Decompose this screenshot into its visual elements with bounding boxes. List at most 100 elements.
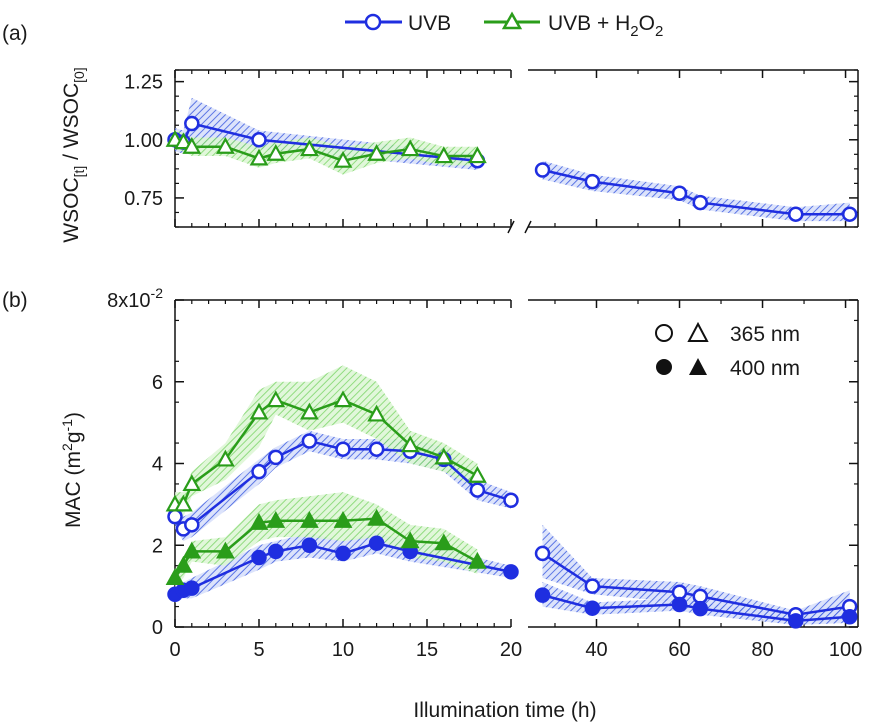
a-ylabel-slash: / WSOC: [60, 83, 83, 166]
b-ylabel-2: 2: [59, 443, 75, 451]
x-tick-label: 80: [751, 639, 773, 661]
b-data-point: [251, 549, 267, 566]
a-y-tick-label: 1.00: [124, 130, 163, 152]
b-data-point: [368, 535, 385, 551]
b-data-point: [165, 568, 185, 586]
a-data-point: [174, 132, 193, 150]
b-y-tick-label: 4: [152, 454, 163, 476]
a-data-point: [251, 132, 267, 148]
a-ylabel-t: [t]: [71, 166, 87, 178]
a-y-tick-label: 0.75: [124, 188, 163, 210]
b-data-point: [368, 441, 385, 457]
b-data-point: [301, 433, 318, 449]
a-data-point: [266, 143, 286, 161]
b-data-point: [300, 402, 319, 420]
x-axis-title: Illumination time (h): [413, 699, 596, 722]
b-data-point: [534, 587, 551, 603]
panel-label-a: (a): [2, 22, 28, 45]
a-data-point: [671, 185, 688, 202]
b-data-point: [468, 551, 487, 569]
b-data-point: [184, 517, 200, 533]
svg-text:MAC (m2g-1): MAC (m2g-1): [59, 412, 85, 528]
a-data-point: [249, 148, 269, 166]
b-data-point: [367, 404, 386, 422]
a-data-point: [300, 139, 319, 157]
b-ylabel-mac: MAC (m: [62, 451, 85, 528]
a-data-point: [534, 162, 551, 178]
b-data-point: [584, 578, 601, 594]
b-data-point: [841, 609, 858, 625]
b-data-point: [301, 537, 318, 553]
a-data-point: [182, 136, 202, 154]
legend-365-label: 365 nm: [730, 323, 800, 346]
b-data-point: [167, 508, 183, 525]
a-data-point: [468, 146, 487, 164]
b-ylabel-close: ): [62, 412, 85, 419]
a-band-1: [175, 130, 478, 175]
b-data-point: [333, 390, 353, 408]
b-data-point: [787, 613, 804, 629]
x-tick-label: 100: [829, 639, 862, 661]
x-tick-label: 15: [416, 639, 438, 661]
wavelength-legend: 365 nm 400 nm: [655, 321, 800, 380]
a-data-point: [692, 194, 709, 211]
b-data-point: [434, 533, 454, 551]
legend-h2o2-prefix: UVB + H: [548, 12, 630, 35]
a-ylabel-0: [0]: [71, 67, 87, 83]
legend-uvb-marker: [364, 13, 382, 31]
a-ylabel-wsoc: WSOC: [60, 177, 83, 242]
b-data-point: [216, 541, 235, 559]
a-data-point: [787, 206, 804, 222]
x-tick-label: 10: [332, 639, 354, 661]
x-tick-label: 20: [500, 639, 522, 661]
panel-label-b: (b): [2, 289, 28, 312]
a-data-point: [434, 146, 454, 164]
b-data-point: [468, 465, 487, 483]
legend-h2o2-o: O: [639, 12, 655, 35]
b-data-point: [400, 435, 420, 453]
b-data-point: [503, 564, 519, 580]
b-series-line-1: [542, 593, 850, 623]
b-y-tick-label: 0: [152, 617, 163, 639]
panel-a-ylabel: WSOC[t] / WSOC[0]: [60, 67, 87, 242]
b-data-point: [534, 545, 551, 562]
a-data-point: [400, 139, 420, 157]
a-data-point: [584, 173, 601, 190]
b-data-point: [335, 545, 351, 562]
svg-text:WSOC[t] / WSOC[0]: WSOC[t] / WSOC[0]: [60, 67, 87, 242]
b-data-point: [182, 474, 202, 492]
b-data-point: [367, 508, 386, 526]
b-data-point: [249, 402, 269, 420]
a-data-point: [184, 115, 200, 132]
a-band-0: [542, 160, 850, 222]
b-data-point: [268, 543, 284, 560]
b-data-point: [300, 510, 319, 528]
legend-h2o2-marker: [501, 11, 523, 30]
b-data-point: [184, 580, 200, 596]
legend-365-triangle-icon: [687, 321, 709, 342]
b-data-point: [692, 600, 709, 617]
legend-h2o2-label: UVB + H2O2: [548, 12, 663, 40]
b-band-2: [175, 365, 478, 517]
a-data-point: [216, 136, 235, 154]
legend-400-circle-icon: [656, 359, 672, 375]
b-band-3: [175, 492, 478, 587]
b-data-point: [266, 510, 286, 528]
b-data-point: [434, 447, 454, 465]
b-data-point: [503, 492, 519, 509]
b-data-point: [174, 555, 193, 573]
legend: UVB UVB + H2O2: [345, 11, 663, 40]
legend-365-circle-icon: [655, 324, 673, 342]
a-y-tick-label: 1.25: [124, 72, 163, 94]
b-data-point: [266, 390, 286, 408]
b-data-point: [174, 494, 193, 512]
legend-h2o2-sub2: 2: [655, 23, 663, 40]
b-y-tick-label: 6: [152, 372, 163, 394]
b-series-line-0: [541, 552, 850, 617]
b-data-point: [671, 596, 688, 613]
panel-b-ylabel: MAC (m2g-1): [59, 412, 85, 528]
a-series-line-0: [542, 168, 850, 216]
b-data-point: [335, 441, 351, 457]
x-tick-label: 60: [668, 639, 690, 661]
